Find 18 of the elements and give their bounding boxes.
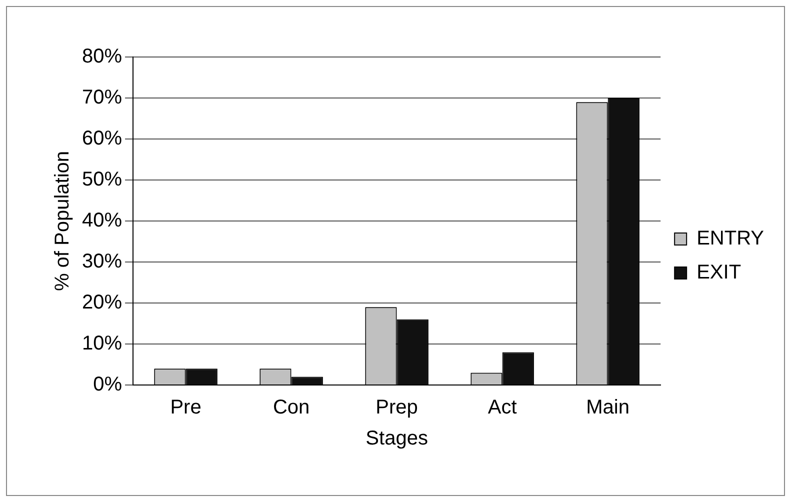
y-tick-label: 0% [93,374,122,396]
y-tick-label: 80% [82,46,122,68]
x-tick-label: Main [586,396,630,419]
x-tick-label: Pre [170,396,202,419]
legend-label: ENTRY [696,228,764,250]
x-tick-label: Act [488,396,518,419]
x-axis-title: Stages [366,428,428,450]
y-tick-label: 10% [82,332,122,355]
x-tick-label: Con [272,396,310,419]
legend-label: EXIT [696,262,742,284]
y-tick-label: 70% [82,86,122,109]
y-tick-label: 50% [82,168,122,191]
y-axis-title: % of Population [52,150,74,292]
y-tick-label: 40% [82,210,122,232]
y-tick-label: 20% [82,292,122,314]
y-tick-label: 30% [82,250,122,273]
x-tick-label: Prep [376,396,418,419]
y-tick-label: 60% [82,128,122,150]
